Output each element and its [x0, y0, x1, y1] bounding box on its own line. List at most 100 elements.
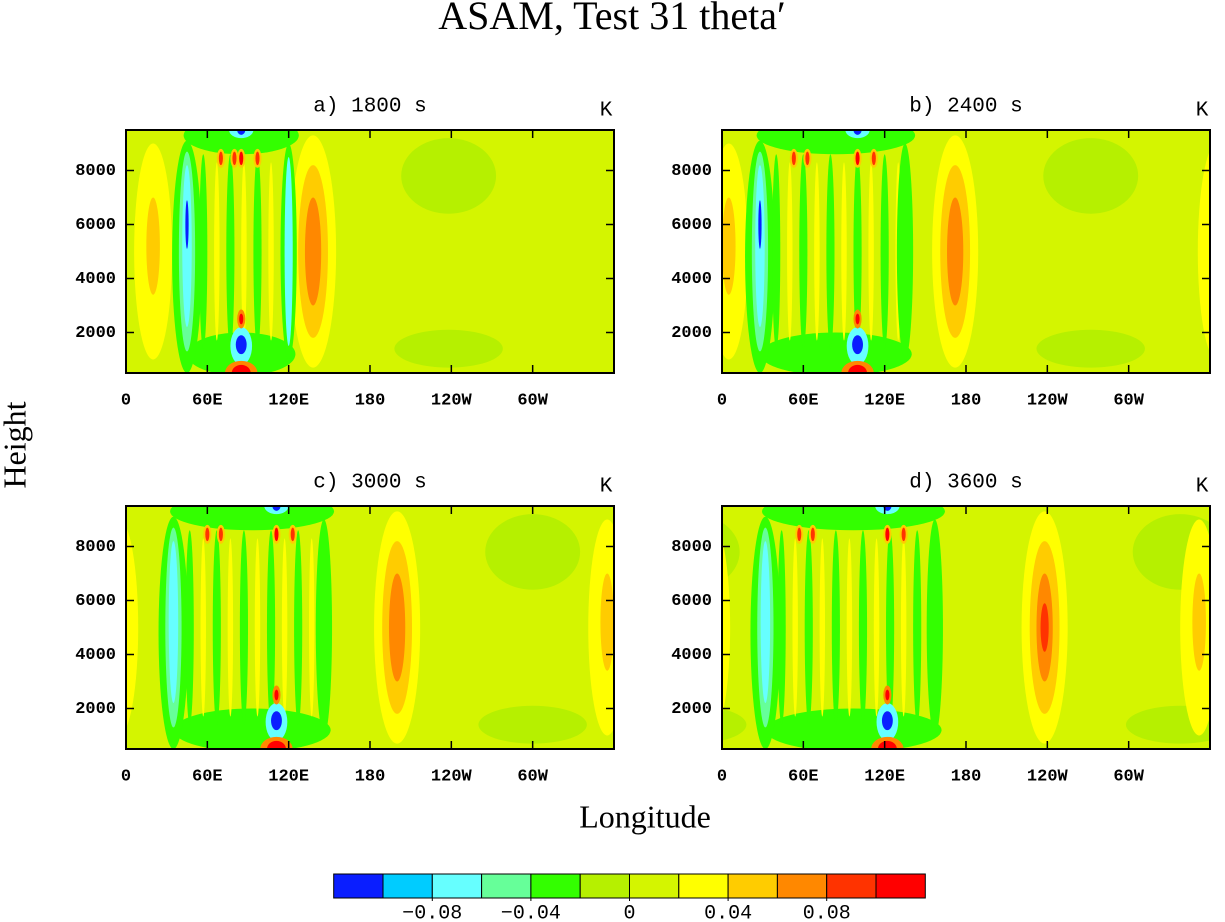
panel-title: c) 3000 s	[313, 472, 426, 495]
contour-region	[214, 162, 220, 341]
y-tick-label: 2000	[75, 324, 116, 343]
contour-region	[855, 313, 860, 325]
panel-title: b) 2400 s	[909, 96, 1022, 119]
colorbar-box	[875, 873, 926, 899]
contour-region	[281, 538, 288, 717]
contour-region	[687, 154, 695, 348]
y-tick-label: 4000	[671, 646, 712, 665]
contour-region	[485, 514, 581, 590]
contour-region	[674, 530, 682, 724]
contour-region	[667, 152, 683, 352]
contour-region	[253, 154, 262, 349]
x-tick-label: 60E	[192, 391, 223, 410]
contour-region	[855, 151, 860, 166]
contour-region	[810, 527, 815, 542]
contour-region	[787, 162, 793, 341]
contour-region	[886, 530, 895, 725]
contour-region	[846, 538, 853, 717]
colorbar-box	[826, 873, 877, 899]
colorbar-tick-label: 0.08	[803, 902, 851, 922]
x-tick-label: 180	[951, 767, 982, 786]
contour-region	[388, 573, 406, 682]
contour-region	[841, 162, 847, 341]
x-tick-label: 180	[951, 391, 982, 410]
contour-region	[885, 527, 890, 542]
contour-region	[0, 330, 15, 368]
contour-region	[797, 527, 802, 542]
contour-region	[791, 151, 796, 166]
contour-region	[226, 154, 235, 349]
contour-region	[1192, 573, 1206, 671]
y-axis-label: Height	[0, 401, 32, 488]
contour-region	[804, 530, 813, 725]
contour-region	[241, 162, 247, 341]
contour-region	[873, 538, 880, 717]
contour-region	[759, 332, 912, 373]
colorbar-box	[678, 873, 729, 899]
x-axis-label: Longitude	[579, 798, 711, 834]
contour-region	[185, 200, 189, 249]
colorbar-tick-label: 0.04	[704, 902, 752, 922]
contour-region	[772, 154, 781, 349]
contour-region	[896, 143, 914, 360]
units-label: K	[1196, 100, 1209, 123]
y-tick-label: 2000	[671, 700, 712, 719]
y-tick-label: 4000	[75, 646, 116, 665]
colorbar-box	[629, 873, 680, 899]
contour-region	[173, 708, 331, 749]
x-tick-label: 180	[355, 767, 386, 786]
contour-region	[290, 527, 295, 542]
contour-region	[146, 197, 160, 295]
contour-region	[1040, 603, 1049, 652]
contour-region	[765, 708, 942, 749]
x-tick-label: 120W	[1027, 391, 1069, 410]
contour-region	[126, 526, 139, 729]
figure-title: ASAM, Test 31 theta′	[438, 0, 785, 38]
x-tick-label: 120E	[864, 391, 905, 410]
contour-region	[237, 130, 246, 135]
units-label: K	[1196, 476, 1209, 499]
contour-region	[218, 151, 223, 166]
x-tick-label: 0	[121, 767, 131, 786]
contour-region	[272, 506, 281, 511]
contour-region	[805, 151, 810, 166]
contour-region	[670, 165, 679, 327]
x-tick-label: 0	[717, 767, 727, 786]
contour-field	[722, 130, 1224, 373]
x-tick-label: 120W	[1027, 767, 1069, 786]
contour-region	[814, 162, 820, 341]
contour-region	[235, 335, 247, 355]
contour-region	[294, 530, 303, 725]
contour-region	[600, 573, 614, 671]
colorbar-tick-label: 0	[623, 902, 635, 922]
y-tick-label: 8000	[671, 162, 712, 181]
contour-field	[126, 506, 721, 749]
contour-region	[183, 130, 299, 155]
x-tick-label: 60W	[517, 391, 548, 410]
contour-region	[212, 530, 221, 725]
contour-region	[868, 162, 874, 341]
contour-region	[792, 538, 798, 717]
y-tick-label: 2000	[671, 324, 712, 343]
contour-region	[255, 151, 260, 166]
contour-region	[702, 162, 707, 340]
y-tick-label: 6000	[75, 216, 116, 235]
contour-region	[199, 154, 208, 349]
contour-region	[657, 541, 666, 703]
contour-region	[170, 506, 335, 531]
contour-region	[881, 711, 893, 731]
contour-region	[799, 154, 808, 349]
y-tick-label: 4000	[75, 270, 116, 289]
x-tick-label: 60W	[1113, 767, 1144, 786]
contour-region	[1210, 198, 1224, 295]
contour-region	[716, 538, 721, 716]
contour-region	[852, 335, 863, 355]
contour-region	[926, 519, 943, 736]
contour-region	[760, 541, 771, 704]
colorbar-tick-label: −0.08	[402, 902, 462, 922]
colorbar-box	[776, 873, 828, 899]
contour-region	[266, 740, 286, 749]
contour-region	[0, 138, 8, 214]
contour-region	[239, 530, 248, 725]
